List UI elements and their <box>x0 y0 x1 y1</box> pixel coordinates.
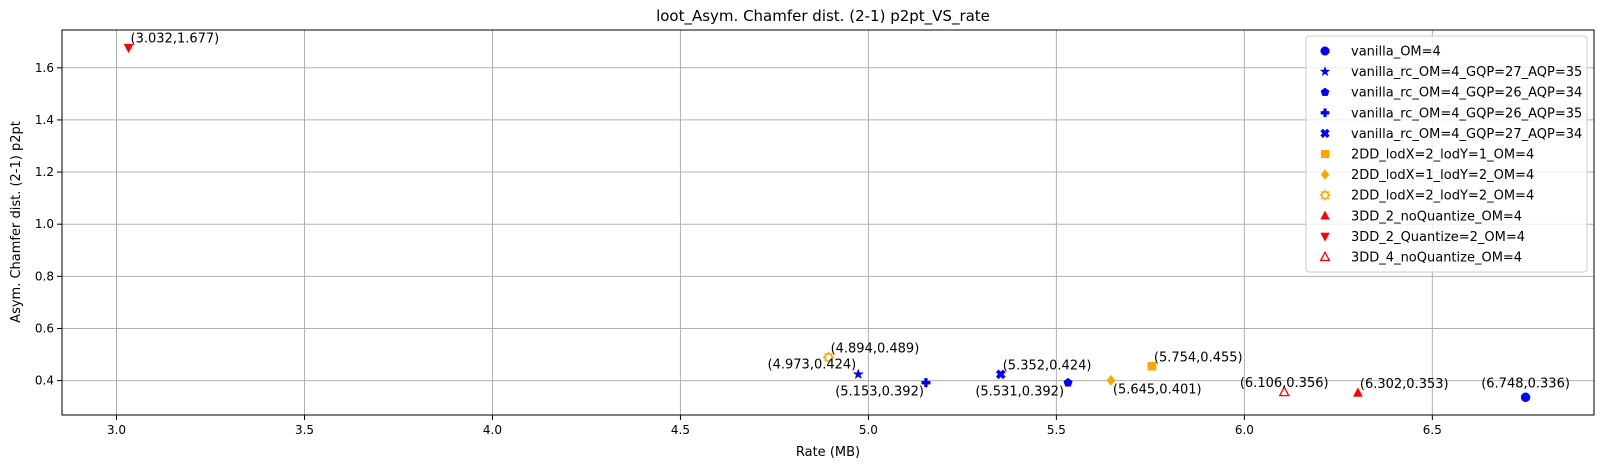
point-label: (4.973,0.424) <box>768 357 857 372</box>
y-tick-label: 1.6 <box>35 61 54 75</box>
axis-ticks: 3.0 3.5 4.0 4.5 5.0 5.5 6.0 6.5 0.4 0.6 0.8 1.0 1.2 1… <box>35 61 1442 437</box>
y-tick-label: 1.2 <box>35 165 54 179</box>
legend-marker <box>1320 87 1330 96</box>
data-point <box>1147 361 1157 371</box>
x-tick-label: 6.5 <box>1423 423 1442 437</box>
legend-entry-label: 2DD_lodX=2_lodY=1_OM=4 <box>1351 148 1534 163</box>
data-point-shape <box>822 351 835 364</box>
data-point <box>1352 387 1363 397</box>
y-tick-label: 0.6 <box>35 321 54 335</box>
y-axis-title: Asym. Chamfer dist. (2-1) p2pt <box>9 121 24 323</box>
legend-frame <box>1305 35 1588 273</box>
y-tick-label: 1.4 <box>35 113 54 127</box>
x-tick-label: 3.5 <box>295 423 314 437</box>
data-point-shape <box>995 369 1006 380</box>
legend-entry-label: vanilla_rc_OM=4_GQP=27_AQP=35 <box>1351 65 1582 80</box>
data-points <box>123 43 1531 403</box>
legend-marker <box>1319 189 1331 201</box>
legend-entry-label: vanilla_rc_OM=4_GQP=26_AQP=35 <box>1351 106 1582 121</box>
y-tick-label: 1.0 <box>35 217 54 231</box>
data-point <box>852 368 864 380</box>
point-label: (6.106,0.356) <box>1240 376 1329 391</box>
x-tick-label: 6.0 <box>1235 423 1254 437</box>
point-label: (6.302,0.353) <box>1360 377 1449 392</box>
x-axis-title: Rate (MB) <box>796 445 860 460</box>
data-point <box>123 43 134 54</box>
data-point <box>1063 377 1073 387</box>
point-label: (5.754,0.455) <box>1154 350 1243 365</box>
legend-marker <box>1320 149 1330 159</box>
legend-marker <box>1320 232 1330 242</box>
legend-entry-label: 3DD_4_noQuantize_OM=4 <box>1351 251 1522 266</box>
legend-marker <box>1320 169 1330 180</box>
legend-marker-shape <box>1320 128 1330 139</box>
y-tick-label: 0.8 <box>35 269 54 283</box>
point-label: (5.352,0.424) <box>1003 358 1092 373</box>
point-label: (3.032,1.677) <box>131 32 220 47</box>
data-point <box>1278 385 1290 397</box>
legend-entry-label: 3DD_2_noQuantize_OM=4 <box>1351 209 1522 224</box>
x-tick-label: 3.0 <box>107 423 126 437</box>
chart-title: loot_Asym. Chamfer dist. (2-1) p2pt_VS_r… <box>656 7 990 26</box>
point-label: (5.645,0.401) <box>1113 382 1202 397</box>
x-tick-label: 5.0 <box>859 423 878 437</box>
legend-marker <box>1319 65 1331 77</box>
data-point <box>822 351 835 364</box>
x-tick-label: 4.0 <box>483 423 502 437</box>
legend: vanilla_OM=4 vanilla_rc_OM=4_GQP=27_AQP=3… <box>1305 35 1588 273</box>
x-tick-label: 4.5 <box>671 423 690 437</box>
legend-marker <box>1320 46 1330 56</box>
data-point <box>1520 392 1531 403</box>
legend-marker <box>1320 108 1330 118</box>
legend-entry-label: vanilla_rc_OM=4_GQP=26_AQP=34 <box>1351 86 1582 101</box>
y-tick-label: 0.4 <box>35 374 54 388</box>
legend-marker-shape <box>1319 189 1331 201</box>
legend-entry-label: 2DD_lodX=2_lodY=2_OM=4 <box>1351 189 1534 204</box>
legend-entry-label: vanilla_OM=4 <box>1351 45 1441 60</box>
data-point <box>995 369 1006 380</box>
legend-entry-label: 2DD_lodX=1_lodY=2_OM=4 <box>1351 168 1534 183</box>
point-label: (4.894,0.489) <box>831 341 920 356</box>
point-labels: (6.748,0.336) (4.973,0.424) (5.531,0.392) (… <box>131 32 1570 400</box>
x-tick-label: 5.5 <box>1047 423 1066 437</box>
point-label: (6.748,0.336) <box>1481 376 1570 391</box>
legend-marker <box>1319 250 1331 262</box>
legend-marker <box>1320 210 1330 220</box>
legend-marker <box>1320 128 1330 139</box>
point-label: (5.531,0.392) <box>975 385 1064 400</box>
point-label: (5.153,0.392) <box>835 385 924 400</box>
plot-area-frame <box>61 29 1595 416</box>
data-point <box>921 378 931 388</box>
legend-entry-label: vanilla_rc_OM=4_GQP=27_AQP=34 <box>1351 127 1582 142</box>
data-point <box>1106 374 1116 386</box>
legend-entry-label: 3DD_2_Quantize=2_OM=4 <box>1351 230 1525 245</box>
